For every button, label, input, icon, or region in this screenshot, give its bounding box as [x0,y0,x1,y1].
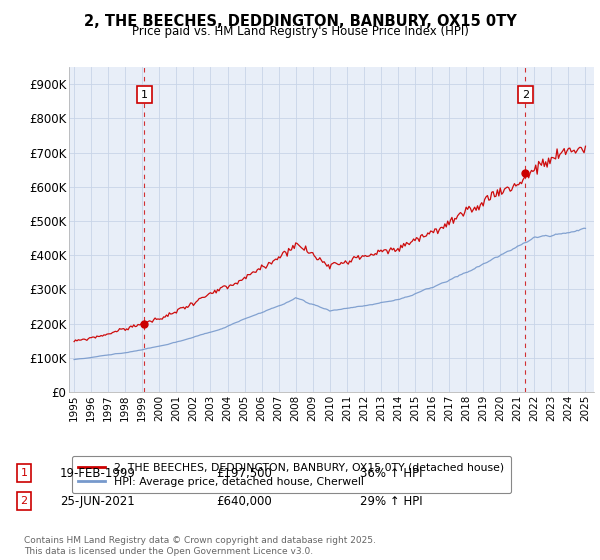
Text: 1: 1 [20,468,28,478]
Text: 2: 2 [20,496,28,506]
Text: 25-JUN-2021: 25-JUN-2021 [60,494,135,508]
Text: £640,000: £640,000 [216,494,272,508]
Text: 1: 1 [141,90,148,100]
Text: £197,500: £197,500 [216,466,272,480]
Text: 2, THE BEECHES, DEDDINGTON, BANBURY, OX15 0TY: 2, THE BEECHES, DEDDINGTON, BANBURY, OX1… [83,14,517,29]
Text: Contains HM Land Registry data © Crown copyright and database right 2025.
This d: Contains HM Land Registry data © Crown c… [24,536,376,556]
Text: 36% ↑ HPI: 36% ↑ HPI [360,466,422,480]
Text: 2: 2 [522,90,529,100]
Text: 19-FEB-1999: 19-FEB-1999 [60,466,136,480]
Text: 29% ↑ HPI: 29% ↑ HPI [360,494,422,508]
Legend: 2, THE BEECHES, DEDDINGTON, BANBURY, OX15 0TY (detached house), HPI: Average pri: 2, THE BEECHES, DEDDINGTON, BANBURY, OX1… [72,456,511,493]
Text: Price paid vs. HM Land Registry's House Price Index (HPI): Price paid vs. HM Land Registry's House … [131,25,469,38]
